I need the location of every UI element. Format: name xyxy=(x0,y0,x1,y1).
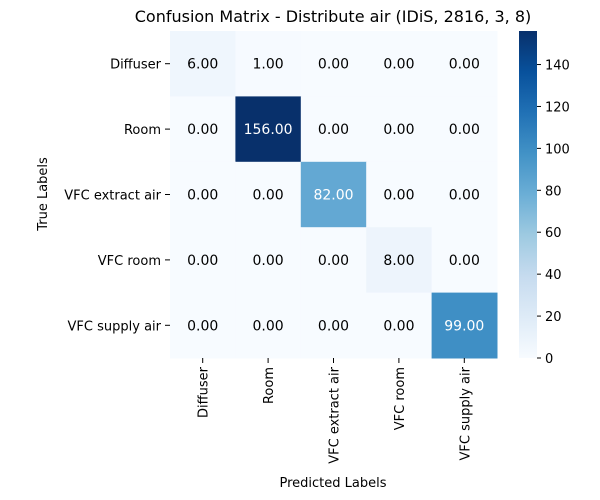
colorbar-tick-label: 60 xyxy=(545,226,562,241)
heatmap-cell xyxy=(235,96,302,163)
y-tick-label: VFC extract air xyxy=(64,189,161,204)
colorbar-tick-label: 0 xyxy=(545,352,553,367)
heatmap-cell xyxy=(366,96,433,163)
x-axis-ticks: Diffuser Room VFC extract air VFC room VFC s… xyxy=(197,358,473,464)
y-tick-label: Diffuser xyxy=(110,58,162,73)
cell-value-label: 99.00 xyxy=(444,318,484,334)
cell-value-label: 0.00 xyxy=(253,188,284,204)
heatmap-cells xyxy=(170,31,498,359)
y-tick-label: VFC supply air xyxy=(68,319,162,334)
cell-value-label: 0.00 xyxy=(187,122,218,138)
heatmap-cell xyxy=(235,31,302,97)
heatmap-cell xyxy=(300,31,367,97)
cell-value-label: 0.00 xyxy=(383,122,414,138)
chart-title: Confusion Matrix - Distribute air (IDiS,… xyxy=(135,7,532,26)
heatmap-cell xyxy=(170,227,236,294)
y-axis-label: True Labels xyxy=(36,157,51,232)
heatmap-cell xyxy=(431,31,498,97)
cell-value-label: 0.00 xyxy=(187,188,218,204)
heatmap-cell xyxy=(431,227,498,294)
heatmap-cell xyxy=(300,227,367,294)
colorbar-tick-label: 140 xyxy=(545,59,570,74)
y-tick-label: Room xyxy=(124,123,161,138)
heatmap-cell-labels: 6.00 1.00 0.00 0.00 0.00 0.00 156.00 0.00 0.00 0.… xyxy=(187,57,484,335)
cell-value-label: 8.00 xyxy=(383,253,414,269)
colorbar-ticks: 0 20 40 60 80 100 120 140 xyxy=(537,59,570,367)
y-axis-ticks: Diffuser Room VFC extract air VFC room VFC s… xyxy=(64,58,170,334)
heatmap-cell xyxy=(431,96,498,163)
x-tick-label: VFC supply air xyxy=(458,366,473,460)
cell-value-label: 0.00 xyxy=(253,318,284,334)
heatmap-cell xyxy=(170,161,236,228)
cell-value-label: 0.00 xyxy=(318,122,349,138)
heatmap-cell xyxy=(235,227,302,294)
colorbar-tick-label: 120 xyxy=(545,100,570,115)
heatmap-cell xyxy=(170,96,236,163)
cell-value-label: 0.00 xyxy=(187,253,218,269)
y-tick-label: VFC room xyxy=(98,254,161,269)
cell-value-label: 0.00 xyxy=(449,122,480,138)
cell-value-label: 156.00 xyxy=(244,122,293,138)
cell-value-label: 0.00 xyxy=(318,318,349,334)
heatmap-cell xyxy=(170,31,236,97)
cell-value-label: 0.00 xyxy=(187,318,218,334)
heatmap-cell xyxy=(300,161,367,228)
x-axis-label: Predicted Labels xyxy=(279,476,386,491)
heatmap-cell xyxy=(366,292,433,359)
heatmap-cell xyxy=(366,161,433,228)
heatmap-cell xyxy=(300,96,367,163)
cell-value-label: 0.00 xyxy=(383,57,414,73)
cell-value-label: 0.00 xyxy=(383,318,414,334)
cell-value-label: 0.00 xyxy=(449,57,480,73)
x-tick-label: VFC room xyxy=(393,367,408,430)
colorbar-tick-label: 40 xyxy=(545,268,562,283)
colorbar xyxy=(519,31,537,358)
cell-value-label: 0.00 xyxy=(318,57,349,73)
cell-value-label: 0.00 xyxy=(449,253,480,269)
cell-value-label: 0.00 xyxy=(383,188,414,204)
heatmap-cell xyxy=(170,292,236,359)
colorbar-tick-label: 100 xyxy=(545,142,570,157)
cell-value-label: 82.00 xyxy=(313,188,353,204)
colorbar-tick-label: 80 xyxy=(545,184,562,199)
heatmap-cell xyxy=(366,227,433,294)
heatmap-cell xyxy=(366,31,433,97)
x-tick-label: Diffuser xyxy=(197,366,212,418)
heatmap-cell xyxy=(300,292,367,359)
heatmap-cell xyxy=(235,161,302,228)
cell-value-label: 0.00 xyxy=(318,253,349,269)
heatmap-cell xyxy=(431,292,498,359)
cell-value-label: 0.00 xyxy=(253,253,284,269)
x-tick-label: Room xyxy=(262,367,277,404)
cell-value-label: 0.00 xyxy=(449,188,480,204)
cell-value-label: 1.00 xyxy=(253,57,284,73)
colorbar-tick-label: 20 xyxy=(545,310,562,325)
heatmap-cell xyxy=(235,292,302,359)
heatmap-cell xyxy=(431,161,498,228)
cell-value-label: 6.00 xyxy=(187,57,218,73)
x-tick-label: VFC extract air xyxy=(328,366,343,463)
